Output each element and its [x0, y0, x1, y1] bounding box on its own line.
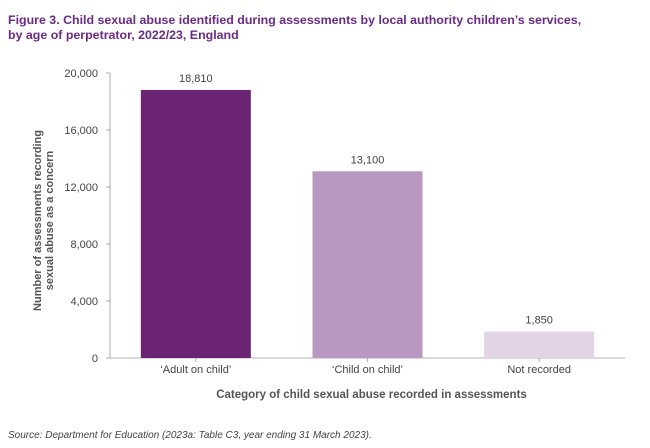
bar-1 [312, 171, 423, 358]
y-tick-label-1: 4,000 [70, 296, 98, 308]
bar-0 [140, 89, 251, 359]
source-note: Source: Department for Education (2023a:… [8, 430, 372, 441]
y-axis-title-line-1: Number of assessments recording [32, 130, 44, 311]
y-tick-label-3: 12,000 [64, 182, 98, 194]
chart-title: Figure 3. Child sexual abuse identified … [8, 13, 638, 43]
data-label-1: 13,100 [351, 154, 385, 166]
y-axis-title: Number of assessments recording sexual ab… [32, 130, 56, 311]
y-tick-label-4: 16,000 [64, 125, 98, 137]
data-label-2: 1,850 [525, 315, 553, 327]
bar-2 [484, 331, 595, 358]
x-tick-label-0: ‘Adult on child’ [160, 364, 231, 376]
x-axis-title: Category of child sexual abuse recorded … [216, 389, 527, 401]
x-tick-label-1: ‘Child on child’ [332, 364, 403, 376]
y-tick-label-2: 8,000 [70, 239, 98, 251]
y-axis-title-line-2: sexual abuse as a concern [44, 151, 56, 291]
chart-title-line-1: Figure 3. Child sexual abuse identified … [8, 13, 582, 27]
y-tick-label-0: 0 [92, 353, 98, 365]
y-tick-label-5: 20,000 [64, 68, 98, 80]
x-tick-label-2: Not recorded [507, 364, 571, 376]
chart-title-line-2: by age of perpetrator, 2022/23, England [8, 28, 239, 42]
data-label-0: 18,810 [179, 73, 213, 85]
